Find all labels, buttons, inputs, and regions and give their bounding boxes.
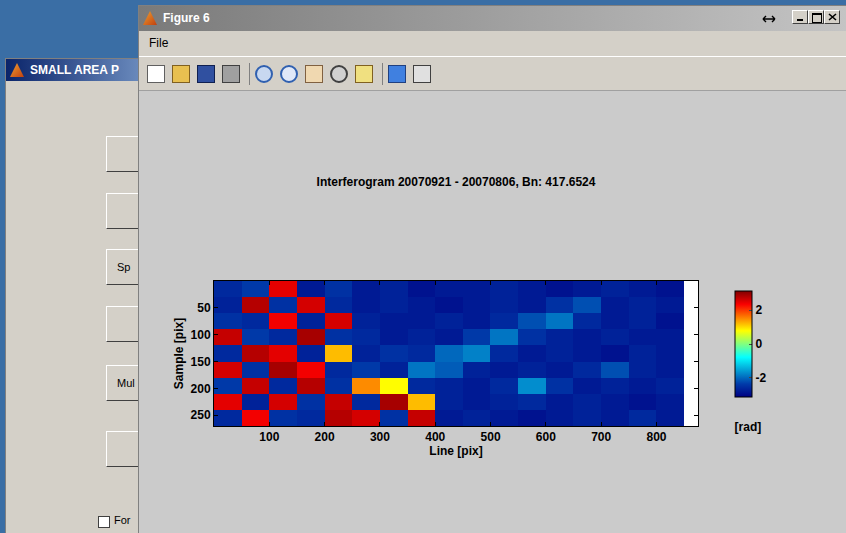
- svg-text:2: 2: [755, 303, 762, 317]
- svg-text:[rad]: [rad]: [735, 420, 762, 434]
- svg-text:Line [pix]: Line [pix]: [429, 444, 482, 458]
- svg-text:200: 200: [191, 382, 211, 396]
- svg-text:Sample [pix]: Sample [pix]: [172, 318, 186, 389]
- html-text:File: File: [149, 36, 169, 50]
- svg-text:800: 800: [646, 430, 666, 444]
- svg-text:400: 400: [425, 430, 445, 444]
- html-text:Sp: Sp: [117, 261, 131, 273]
- svg-text:100: 100: [259, 430, 279, 444]
- svg-text:250: 250: [191, 408, 211, 422]
- svg-text:700: 700: [591, 430, 611, 444]
- svg-text:300: 300: [370, 430, 390, 444]
- html-text:For: For: [114, 514, 131, 526]
- svg-text:0: 0: [755, 337, 762, 351]
- svg-text:Interferogram 20070921 - 20070: Interferogram 20070921 - 20070806, Bn: 4…: [317, 175, 596, 189]
- svg-text:600: 600: [536, 430, 556, 444]
- html-text:Mul: Mul: [117, 377, 135, 389]
- svg-text:100: 100: [191, 328, 211, 342]
- svg-text:-2: -2: [755, 371, 766, 385]
- html-text:Figure 6: Figure 6: [163, 11, 210, 25]
- svg-text:500: 500: [481, 430, 501, 444]
- svg-text:50: 50: [197, 301, 211, 315]
- svg-text:150: 150: [191, 355, 211, 369]
- svg-text:200: 200: [315, 430, 335, 444]
- html-text:SMALL AREA P: SMALL AREA P: [30, 63, 119, 77]
